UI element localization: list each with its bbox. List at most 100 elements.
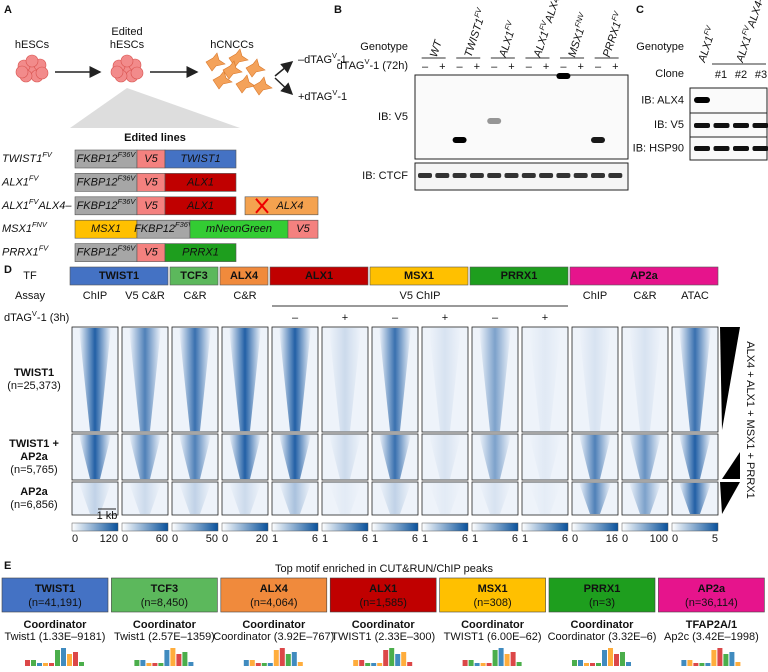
cluster-label: TWIST1	[14, 367, 54, 379]
line-name: PRRX1FV	[2, 244, 49, 259]
colorbar	[271, 522, 319, 532]
motif-match: TWIST1 (6.00E–62)	[444, 631, 542, 643]
motif-match: Coordinator (3.32E–6)	[548, 631, 657, 643]
genotype-part: ALX4–	[543, 0, 565, 25]
blot-panel	[414, 74, 629, 160]
colorbar-max: 6	[562, 533, 568, 545]
treatment-label: –dTAGV-1	[298, 51, 347, 66]
heatmap-signal	[379, 328, 411, 431]
treatment-sign: +	[342, 312, 348, 324]
assay: ChIP	[83, 290, 107, 302]
motif-box	[220, 577, 328, 613]
logo-glyph	[285, 654, 291, 666]
colorbar-min: 0	[72, 533, 78, 545]
colorbar-max: 6	[462, 533, 468, 545]
motif-tf: ALX4	[260, 583, 289, 595]
line-name-part: MSX1	[2, 223, 32, 235]
cluster-label: (n=6,856)	[10, 499, 57, 511]
logo-glyph	[729, 652, 735, 666]
motif-tf: ALX1	[369, 583, 397, 595]
deleted-segment	[244, 196, 319, 216]
treatment-sign: +	[612, 61, 618, 73]
tf-box	[369, 266, 469, 286]
line-name-part: ALX1	[1, 176, 29, 188]
band	[539, 173, 554, 178]
heatmap-signal	[79, 483, 111, 514]
line-name-part: ALX1	[1, 200, 29, 212]
treatment-sign: –	[595, 61, 602, 73]
logo-glyph	[504, 654, 510, 666]
line-name-part: ALX4–	[37, 200, 72, 212]
blot-label: IB: V5	[654, 119, 684, 131]
logo-glyph	[620, 652, 625, 666]
heatmap-signal	[79, 435, 111, 479]
heatmap-signal	[529, 435, 561, 479]
cncc-cell	[222, 60, 243, 80]
logo-glyph	[492, 650, 498, 666]
genotype-part: FV	[472, 6, 484, 19]
cluster-label: (n=5,765)	[10, 464, 57, 476]
tf-box	[269, 266, 369, 286]
genotype: ALX1FVALX4–	[731, 0, 767, 65]
treatment-sign: +	[474, 61, 480, 73]
genotype-part: WT	[428, 38, 445, 59]
band	[452, 137, 467, 143]
band	[752, 123, 768, 128]
logo-glyph	[602, 650, 607, 666]
rank-wedge	[720, 482, 740, 514]
logo-glyph	[297, 662, 303, 666]
segment-label: V5	[144, 200, 158, 212]
band	[591, 173, 605, 178]
heatmap-signal	[129, 328, 161, 431]
tf-name: AP2a	[630, 270, 658, 282]
band	[733, 123, 749, 128]
motif-family: Coordinator	[133, 619, 197, 631]
logo-glyph	[279, 648, 285, 666]
logo-glyph	[578, 660, 583, 666]
logo-glyph	[353, 660, 359, 666]
colorbar-max: 6	[412, 533, 418, 545]
segment-label-part: FKBP12	[77, 247, 118, 259]
rank-wedge	[722, 452, 740, 479]
tf-name: PRRX1	[501, 270, 538, 282]
tf-box	[469, 266, 569, 286]
cluster-label: AP2a	[20, 451, 48, 463]
band	[556, 73, 571, 79]
motif-box	[658, 577, 765, 613]
genotype-part: ALX1	[734, 35, 754, 65]
motif-match: Coordinator (3.92E–767)	[213, 631, 334, 643]
heatmap-signal	[679, 435, 711, 479]
heatmap-signal	[229, 435, 261, 479]
segment-label-part: V5	[144, 200, 158, 212]
colorbar-min: 0	[672, 533, 678, 545]
logo-glyph	[377, 663, 383, 666]
line-name-part: PRRX1	[2, 247, 39, 259]
colorbar-min: 1	[322, 533, 328, 545]
logo-glyph	[389, 648, 395, 666]
colorbar-max: 6	[362, 533, 368, 545]
segment-label-part: ALX1	[186, 200, 214, 212]
assay: C&R	[633, 290, 656, 302]
heatmap-signal	[129, 435, 161, 479]
band	[733, 146, 749, 151]
logo-glyph	[164, 650, 170, 666]
motif-family: Coordinator	[461, 619, 525, 631]
line-name-part: FV	[42, 150, 53, 159]
line-name: TWIST1FV	[2, 150, 53, 165]
arrow	[274, 61, 294, 77]
segment-label: FKBP12F36V	[77, 197, 137, 212]
segment-label-part: F36V	[118, 173, 137, 182]
tf-name: ALX4	[230, 270, 259, 282]
treatment-sign: –	[457, 61, 464, 73]
segment-label-part: ALX4	[276, 200, 304, 212]
edited-cell	[110, 65, 124, 79]
logo-glyph	[43, 663, 48, 666]
motif-tf: TWIST1	[35, 583, 75, 595]
logo-glyph	[462, 660, 468, 666]
logo-glyph	[401, 652, 407, 666]
genotype-part: ALX1	[497, 30, 517, 60]
segment-label-part: F36V	[118, 244, 137, 253]
logo-glyph	[291, 652, 297, 666]
treatment-sign: –	[422, 61, 429, 73]
band	[591, 137, 605, 143]
